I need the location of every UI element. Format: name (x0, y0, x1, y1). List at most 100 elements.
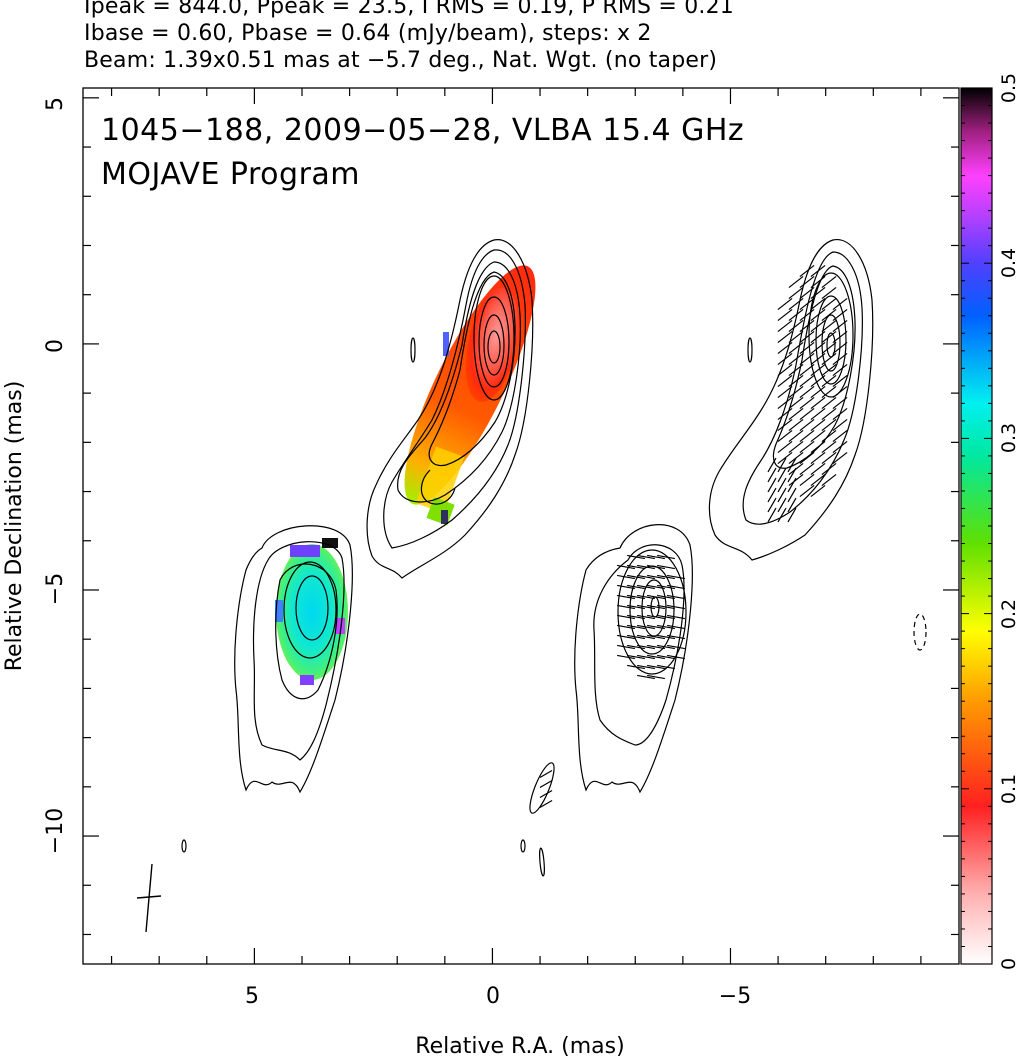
evpa-vector (539, 769, 553, 779)
evpa-vector (647, 614, 665, 620)
evpa-vector (657, 614, 675, 620)
evpa-vector (637, 614, 655, 620)
evpa-vector (617, 624, 635, 630)
evpa-vector (821, 451, 837, 465)
evpa-vector (777, 297, 793, 311)
evpa-vector (657, 564, 675, 570)
evpa-vector (657, 594, 675, 600)
knot-edge-pixels (300, 675, 314, 685)
evpa-vector (777, 429, 793, 443)
evpa-vector (799, 396, 815, 410)
evpa-vector (787, 497, 797, 513)
evpa-vector (617, 584, 635, 590)
evpa-vector (821, 286, 837, 300)
y-tick-label: 5 (43, 97, 68, 111)
evpa-vector (799, 374, 815, 388)
evpa-vector (657, 604, 675, 610)
evpa-vector (810, 429, 826, 443)
evpa-vector (777, 396, 793, 410)
evpa-vector (832, 429, 848, 443)
evpa-vector (767, 497, 777, 513)
evpa-vector (767, 487, 777, 503)
evpa-vector (657, 584, 675, 590)
evpa-vector (657, 554, 675, 560)
intensity-contours-left (181, 239, 555, 853)
evpa-vector (777, 457, 787, 473)
evpa-vector (617, 594, 635, 600)
evpa-vector (821, 308, 837, 322)
evpa-vector (637, 584, 655, 590)
evpa-vector (637, 674, 655, 680)
evpa-vector (810, 286, 826, 300)
evpa-vector (617, 574, 635, 580)
evpa-vector (821, 341, 837, 355)
evpa-vector (810, 484, 826, 498)
evpa-vector (810, 330, 826, 344)
evpa-vector (788, 374, 804, 388)
evpa-vector (799, 363, 815, 377)
evpa-vector (777, 418, 793, 432)
x-tick-label: 0 (486, 984, 500, 1009)
evpa-vector (821, 275, 837, 289)
evpa-vector (832, 319, 848, 333)
evpa-vector (787, 507, 797, 523)
evpa-vector (657, 624, 675, 630)
colorbar-tick-label: 0.4 (998, 248, 1020, 278)
evpa-vector (627, 614, 645, 620)
evpa-vector (647, 554, 665, 560)
evpa-vector (810, 418, 826, 432)
evpa-vector (810, 363, 826, 377)
evpa-vector (617, 654, 635, 660)
evpa-vector (627, 564, 645, 570)
evpa-vector (810, 308, 826, 322)
evpa-vector (647, 674, 665, 680)
knot-edge-pixels (275, 600, 283, 622)
evpa-vector (810, 264, 826, 278)
evpa-vector (637, 604, 655, 610)
plot-title: 1045−188, 2009−05−28, VLBA 15.4 GHz (101, 113, 744, 148)
evpa-vector (617, 564, 635, 570)
evpa-vector (788, 275, 804, 289)
header-line-3: Beam: 1.39x0.51 mas at −5.7 deg., Nat. W… (84, 48, 718, 73)
evpa-vector (637, 594, 655, 600)
evpa-vector (647, 604, 665, 610)
evpa-vector (657, 644, 675, 650)
y-tick-label: −5 (43, 573, 68, 605)
colorbar-tick-label: 0.2 (998, 599, 1020, 629)
evpa-vector (788, 286, 804, 300)
evpa-vector (777, 487, 787, 503)
evpa-vector (799, 451, 815, 465)
plot-subtitle: MOJAVE Program (101, 157, 360, 192)
evpa-vector (832, 363, 848, 377)
evpa-vector (767, 457, 777, 473)
evpa-vector (627, 654, 645, 660)
evpa-vector (832, 385, 848, 399)
evpa-vector (799, 418, 815, 432)
knot-edge-pixels (290, 545, 320, 557)
evpa-vector (627, 594, 645, 600)
evpa-vector (539, 799, 553, 809)
evpa-vector (821, 396, 837, 410)
evpa-vector (637, 574, 655, 580)
evpa-vector (810, 407, 826, 421)
header-line-2: Ibase = 0.60, Pbase = 0.64 (mJy/beam), s… (84, 21, 652, 46)
y-tick-label: 0 (43, 339, 68, 353)
evpa-vector (799, 440, 815, 454)
evpa-vector (810, 319, 826, 333)
evpa-vector (637, 644, 655, 650)
x-tick-label: 5 (245, 984, 259, 1009)
evpa-vector (627, 604, 645, 610)
colorbar-tick-label: 0.1 (998, 774, 1020, 804)
evpa-vector (617, 604, 635, 610)
evpa-vector (799, 407, 815, 421)
evpa-vector (637, 634, 655, 640)
evpa-vector (657, 664, 675, 670)
evpa-vector (667, 644, 685, 650)
evpa-vector (799, 352, 815, 366)
evpa-vector (777, 308, 793, 322)
evpa-vector (810, 440, 826, 454)
evpa-vector (647, 624, 665, 630)
evpa-vector (777, 341, 793, 355)
x-tick-label: −5 (719, 984, 751, 1009)
evpa-vector (832, 451, 848, 465)
